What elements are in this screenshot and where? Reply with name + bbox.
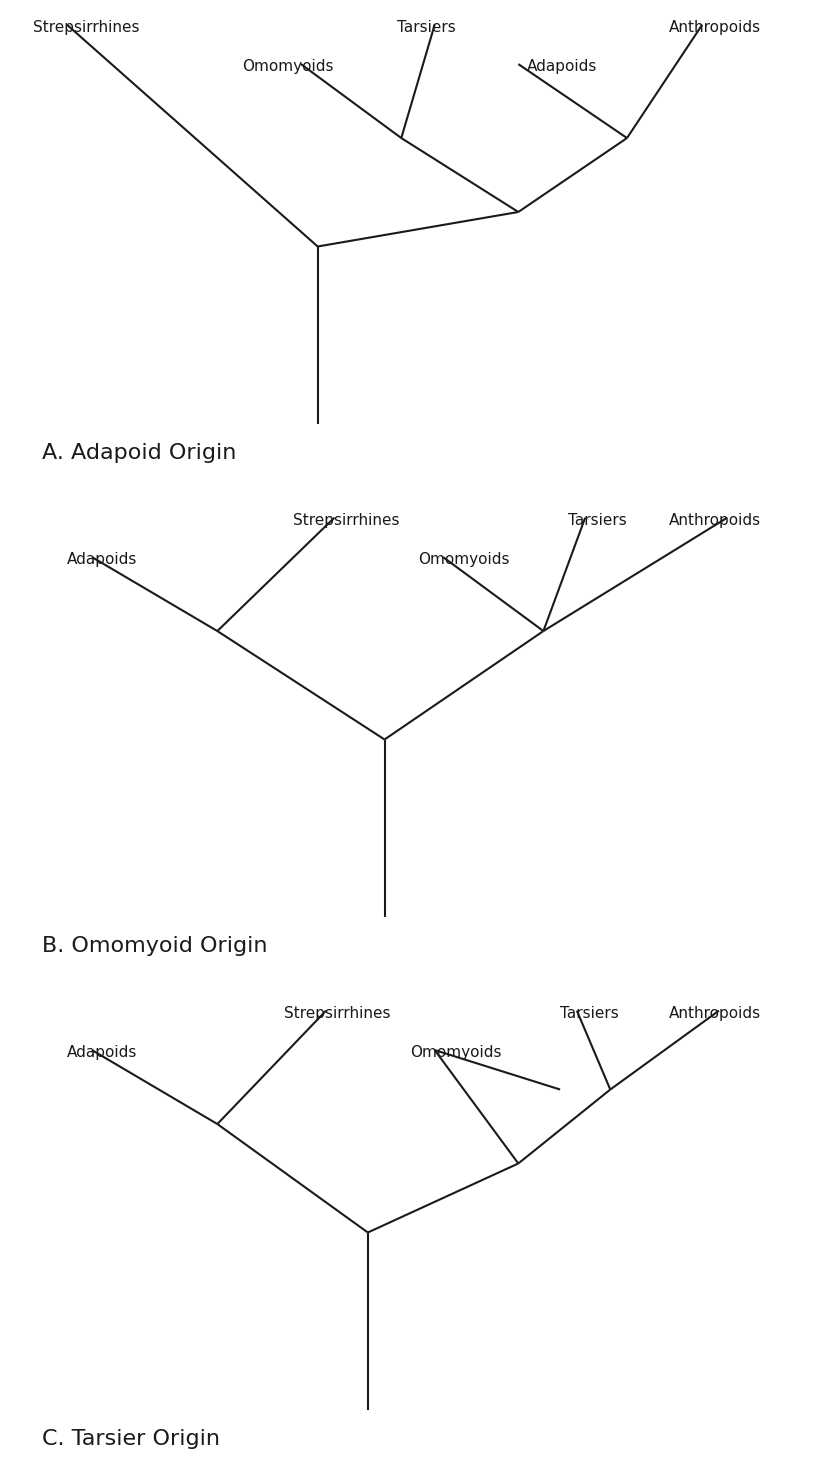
Text: C. Tarsier Origin: C. Tarsier Origin [42,1429,220,1449]
Text: Adapoids: Adapoids [67,552,137,566]
Text: A. Adapoid Origin: A. Adapoid Origin [42,444,237,463]
Text: Omomyoids: Omomyoids [418,552,509,566]
Text: Strepsirrhines: Strepsirrhines [293,513,399,528]
Text: Omomyoids: Omomyoids [410,1046,501,1060]
Text: B. Omomyoid Origin: B. Omomyoid Origin [42,936,268,957]
Text: Tarsiers: Tarsiers [568,513,627,528]
Text: Tarsiers: Tarsiers [560,1006,619,1021]
Text: Tarsiers: Tarsiers [397,19,456,34]
Text: Strepsirrhines: Strepsirrhines [284,1006,390,1021]
Text: Anthropoids: Anthropoids [669,19,761,34]
Text: Anthropoids: Anthropoids [669,513,761,528]
Text: Omomyoids: Omomyoids [242,59,334,74]
Text: Anthropoids: Anthropoids [669,1006,761,1021]
Text: Strepsirrhines: Strepsirrhines [33,19,140,34]
Text: Adapoids: Adapoids [67,1046,137,1060]
Text: Adapoids: Adapoids [527,59,597,74]
